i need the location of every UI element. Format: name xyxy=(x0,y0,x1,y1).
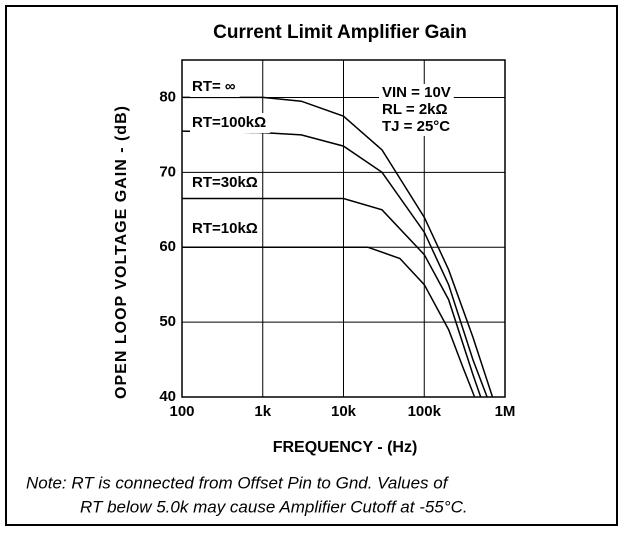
annotation: RL = 2kΩ xyxy=(382,101,448,118)
label-bg xyxy=(190,113,271,133)
annotation-bg xyxy=(379,101,451,119)
series-label: RT=10kΩ xyxy=(192,220,258,237)
y-axis-label: OPEN LOOP VOLTAGE GAIN - (dB) xyxy=(113,105,130,399)
y-tick-label: 60 xyxy=(159,238,176,255)
chart-title: Current Limit Amplifier Gain xyxy=(213,22,467,43)
label-bg xyxy=(190,77,240,97)
label-bg xyxy=(190,219,262,239)
series-label: RT=100kΩ xyxy=(192,114,266,131)
y-tick-label: 40 xyxy=(159,388,176,405)
y-tick-label: 50 xyxy=(159,313,176,330)
x-tick-label: 1k xyxy=(254,403,271,420)
x-axis-label: FREQUENCY - (Hz) xyxy=(273,439,418,456)
line xyxy=(182,197,482,398)
annotation: TJ = 25°C xyxy=(382,118,450,135)
note: Note: RT is connected from Offset Pin to… xyxy=(26,473,450,492)
annotation-bg xyxy=(379,118,454,136)
y-tick-label: 80 xyxy=(159,88,176,105)
line xyxy=(182,96,494,398)
series-label: RT= ∞ xyxy=(192,78,236,95)
series-label: RT=30kΩ xyxy=(192,174,258,191)
frame xyxy=(5,5,618,526)
y-tick-label: 70 xyxy=(159,163,176,180)
annotation-bg xyxy=(379,84,454,102)
note: RT below 5.0k may cause Amplifier Cutoff… xyxy=(80,497,468,516)
x-tick-label: 100k xyxy=(408,403,442,420)
line xyxy=(181,130,488,398)
label-bg xyxy=(190,173,262,193)
x-tick-label: 100 xyxy=(169,403,194,420)
x-tick-label: 1M xyxy=(495,403,516,420)
line xyxy=(182,246,476,398)
annotation: VIN = 10V xyxy=(382,84,451,101)
x-tick-label: 10k xyxy=(331,403,357,420)
